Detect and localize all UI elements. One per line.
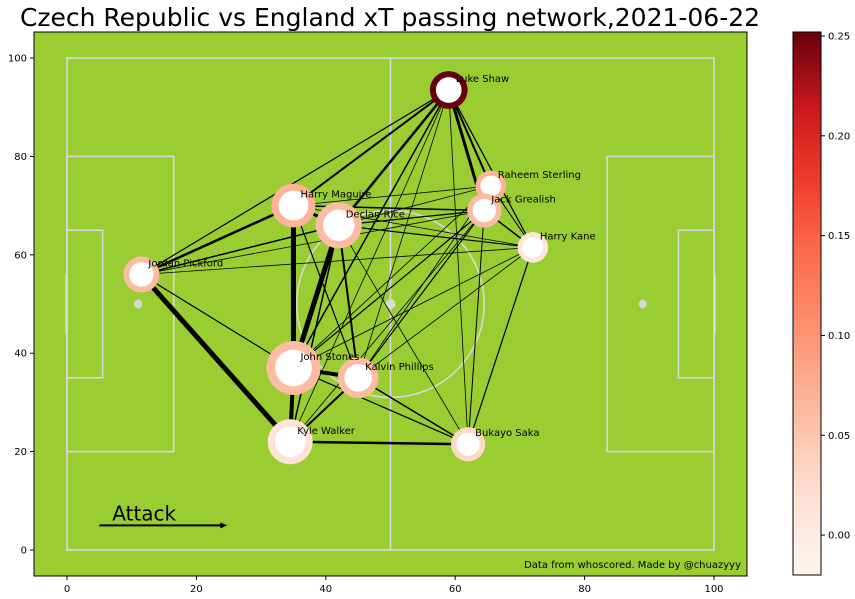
colorbar-ticks: 0.00 0.05 0.10 0.15 0.20 0.25 bbox=[821, 31, 850, 542]
y-tick-label: 0 bbox=[21, 546, 27, 557]
player-name: Jack Grealish bbox=[490, 195, 556, 206]
pass-edge bbox=[292, 204, 486, 212]
player-node-centre bbox=[456, 432, 480, 456]
pass-edge bbox=[293, 185, 492, 207]
pass-edge bbox=[338, 224, 469, 445]
player-node-centre bbox=[129, 262, 154, 287]
pass-edge bbox=[357, 89, 450, 379]
pass-edge bbox=[288, 440, 470, 446]
colorbar-tick-label: 0.20 bbox=[828, 131, 850, 142]
pass-edge bbox=[141, 210, 485, 275]
player-name: Kalvin Phillips bbox=[365, 362, 434, 373]
pass-edge bbox=[293, 247, 534, 369]
player-name: Declan Rice bbox=[346, 209, 405, 220]
pass-edge bbox=[448, 89, 469, 445]
player-node-centre bbox=[344, 363, 372, 392]
player-node-centre bbox=[323, 209, 355, 241]
pass-edge bbox=[448, 89, 534, 249]
pass-edge bbox=[141, 247, 534, 275]
pass-edge bbox=[138, 271, 293, 445]
colorbar-tick-label: 0.05 bbox=[828, 431, 850, 442]
attack-arrow-head bbox=[220, 522, 228, 529]
left-penalty-spot bbox=[134, 299, 143, 309]
player-nodes bbox=[123, 71, 549, 465]
y-tick-label: 60 bbox=[14, 250, 27, 261]
player-name: Harry Kane bbox=[540, 231, 596, 242]
right-six-yard-box bbox=[677, 229, 715, 379]
y-tick-label: 40 bbox=[14, 349, 27, 360]
player-name: Bukayo Saka bbox=[475, 428, 539, 439]
credit-text: Data from whoscored. Made by @chuazyyy bbox=[524, 560, 741, 571]
pass-edge bbox=[292, 88, 450, 207]
y-tick-label: 20 bbox=[14, 447, 27, 458]
y-tick-label: 80 bbox=[14, 152, 27, 163]
x-tick-label: 20 bbox=[190, 584, 203, 595]
pass-edge bbox=[140, 204, 295, 276]
y-tick-label: 100 bbox=[8, 54, 27, 65]
colorbar-tick-label: 0.25 bbox=[828, 31, 850, 42]
right-penalty-spot bbox=[638, 299, 647, 309]
pass-edge bbox=[140, 273, 295, 369]
x-tick-label: 0 bbox=[64, 584, 70, 595]
chart-title: Czech Republic vs England xT passing net… bbox=[20, 3, 760, 32]
x-axis-ticks: 0 20 40 60 80 100 bbox=[64, 576, 724, 595]
attack-annotation: Attack bbox=[99, 501, 228, 529]
x-tick-label: 40 bbox=[319, 584, 332, 595]
player-node-centre bbox=[522, 237, 544, 258]
player-node-centre bbox=[435, 77, 462, 103]
x-tick-label: 100 bbox=[704, 584, 723, 595]
pass-edge bbox=[467, 246, 534, 445]
pass-edge bbox=[293, 185, 492, 369]
pitch-markings bbox=[65, 57, 716, 551]
plot-area: Luke Shaw Raheem Sterling Jack Grealish Har… bbox=[8, 31, 748, 595]
colorbar-tick-label: 0.00 bbox=[828, 531, 850, 542]
axes-frame bbox=[33, 31, 748, 577]
pass-edge bbox=[357, 247, 534, 379]
player-name: Harry Maguire bbox=[300, 190, 371, 201]
player-name: Jordan Pickford bbox=[147, 258, 223, 269]
player-name: Luke Shaw bbox=[456, 74, 510, 85]
pass-edge bbox=[289, 89, 450, 443]
attack-label: Attack bbox=[112, 501, 176, 525]
pass-edge bbox=[292, 209, 485, 369]
player-node-centre bbox=[278, 190, 309, 221]
pass-edge bbox=[467, 210, 485, 445]
player-name: John Stones bbox=[299, 352, 359, 363]
pass-edge bbox=[338, 209, 485, 226]
pass-edge bbox=[289, 210, 485, 443]
pass-edge bbox=[292, 367, 469, 445]
y-axis-ticks: 0 20 40 60 80 100 bbox=[8, 54, 34, 557]
colorbar-gradient bbox=[792, 31, 822, 576]
pass-edge bbox=[338, 185, 492, 226]
colorbar-tick-label: 0.10 bbox=[828, 331, 850, 342]
player-node-centre bbox=[275, 349, 312, 387]
pass-edge bbox=[337, 224, 360, 379]
pass-edge bbox=[357, 377, 469, 445]
colorbar-tick-label: 0.15 bbox=[828, 231, 850, 242]
pass-edge bbox=[140, 224, 340, 276]
player-name: Kyle Walker bbox=[297, 426, 356, 437]
x-tick-label: 60 bbox=[449, 584, 462, 595]
player-labels: Luke Shaw Raheem Sterling Jack Grealish Har… bbox=[147, 74, 595, 439]
centre-spot bbox=[385, 299, 396, 309]
x-tick-label: 80 bbox=[578, 584, 591, 595]
pass-edge bbox=[337, 88, 450, 227]
pass-edge bbox=[357, 209, 485, 379]
left-six-yard-box bbox=[66, 229, 104, 379]
player-node-centre bbox=[480, 175, 502, 197]
player-name: Raheem Sterling bbox=[498, 170, 581, 181]
player-node-centre bbox=[472, 198, 496, 223]
pass-edge bbox=[140, 89, 450, 276]
colorbar: 0.00 0.05 0.10 0.15 0.20 0.25 bbox=[792, 31, 850, 576]
player-node-centre bbox=[274, 426, 306, 458]
